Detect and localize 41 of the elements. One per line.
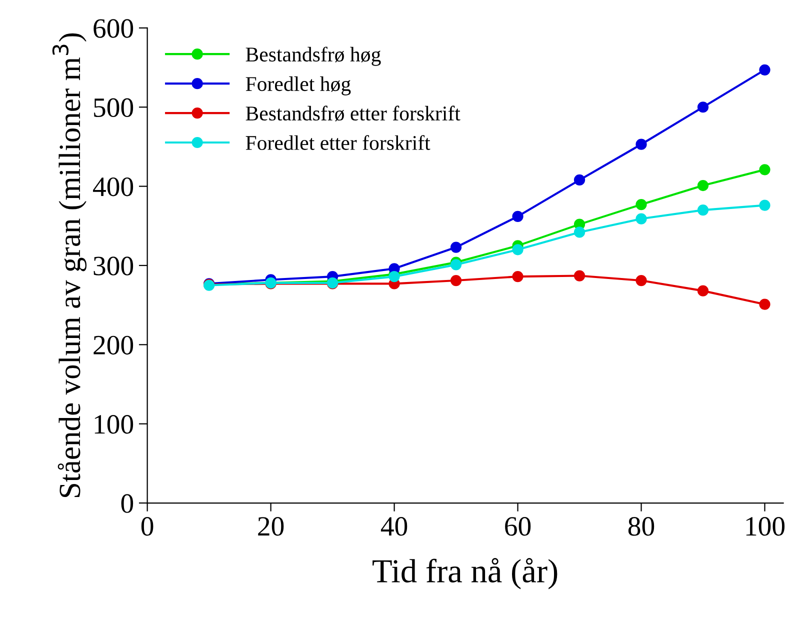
point: [450, 259, 462, 270]
y-tick-label: 100: [94, 415, 134, 434]
legend-label: Bestandsfrø etter forskrift: [246, 106, 460, 122]
y-tick-label: 500: [94, 98, 134, 118]
point: [450, 274, 462, 286]
point: [512, 210, 524, 222]
point: [512, 271, 524, 282]
y-tick-label: 300: [94, 256, 134, 276]
point: [697, 204, 709, 216]
legend-label: Foredlet høg: [246, 76, 351, 96]
x-tick-label: 20: [258, 517, 284, 536]
x-tick-label: 60: [505, 517, 531, 536]
point: [697, 285, 709, 296]
point: [636, 138, 647, 150]
point: [574, 226, 586, 238]
point: [636, 274, 647, 286]
y-tick-label: 600: [94, 19, 134, 38]
legend-label: Foredlet etter forskrift: [246, 135, 430, 150]
point: [574, 174, 586, 186]
y-axis-title: Stående volum av gran (millioner m$^{3}$): [52, 33, 87, 498]
x-tick-label: 40: [380, 517, 408, 536]
point: [450, 242, 462, 253]
point: [759, 164, 770, 176]
y-tick-label: 0: [121, 494, 134, 513]
point: [574, 270, 586, 282]
point: [636, 198, 647, 210]
point: [759, 298, 770, 310]
legend-label: Bestandsfrø høg: [246, 46, 381, 66]
point: [759, 64, 770, 76]
point: [512, 244, 524, 256]
point: [697, 102, 709, 113]
x-tick-label: 0: [141, 517, 154, 536]
point: [759, 200, 770, 211]
point: [697, 180, 709, 192]
x-axis-title: Tid fra nå (år): [372, 558, 558, 590]
point: [388, 271, 400, 282]
x-tick-label: 80: [628, 517, 654, 536]
point: [636, 213, 647, 224]
y-tick-label: 200: [94, 336, 134, 355]
x-tick-label: 100: [746, 517, 785, 536]
y-tick-label: 400: [92, 177, 134, 196]
